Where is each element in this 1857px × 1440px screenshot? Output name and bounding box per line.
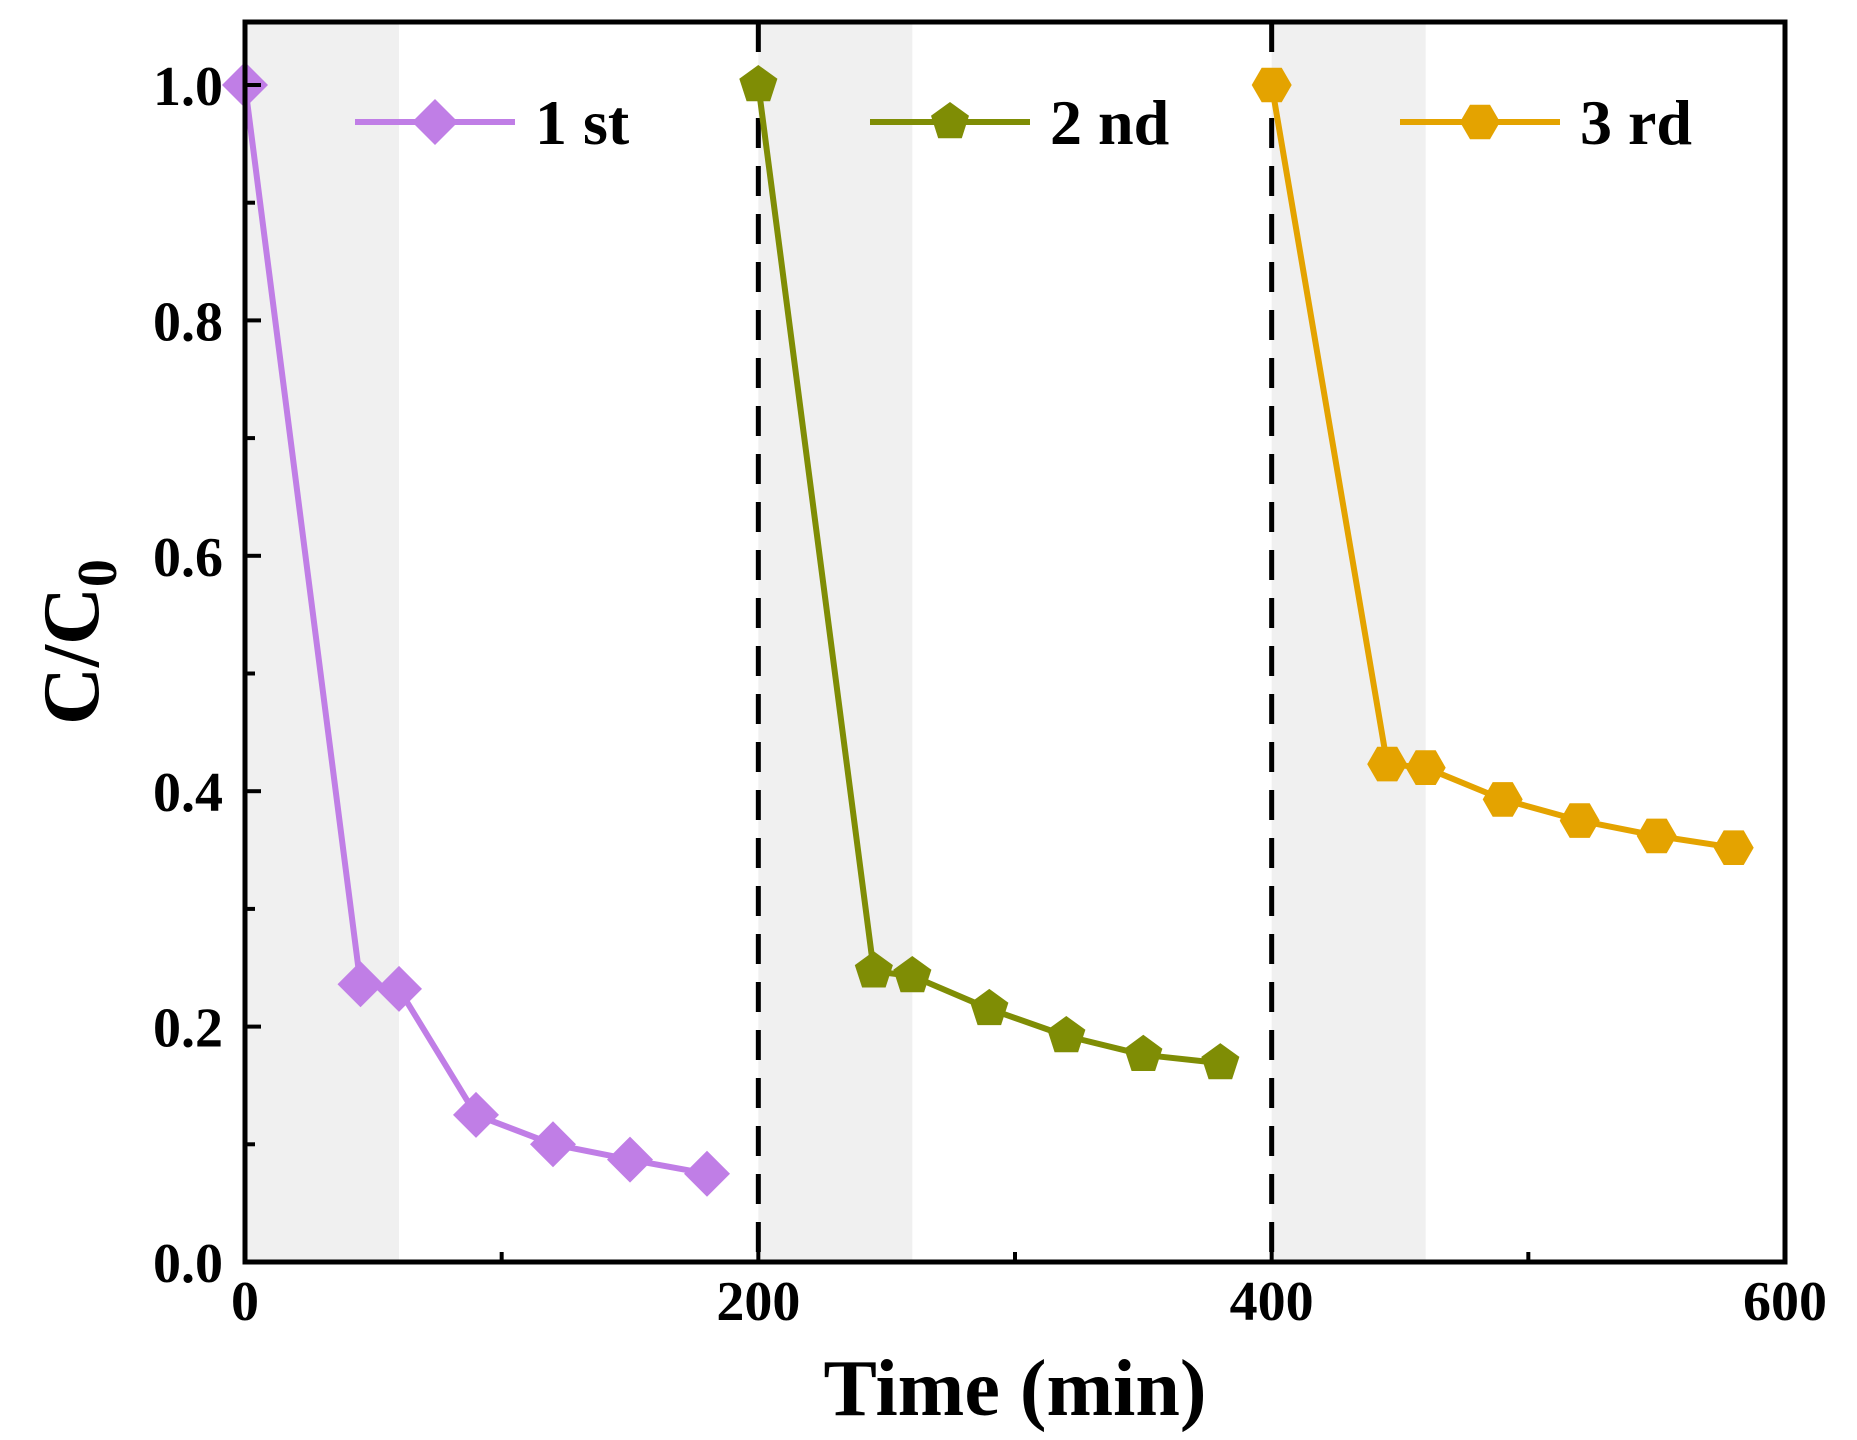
x-tick-label: 200 bbox=[716, 1271, 800, 1333]
series-2-point bbox=[739, 65, 778, 102]
x-tick-label: 400 bbox=[1230, 1271, 1314, 1333]
series-1-point bbox=[607, 1136, 653, 1183]
y-axis-title: C/C0 bbox=[28, 559, 129, 725]
dark-region-2 bbox=[758, 22, 913, 1262]
svg-text:C/C0: C/C0 bbox=[28, 559, 129, 725]
series-3-point bbox=[1251, 67, 1292, 103]
y-axis-title-subscript: 0 bbox=[67, 559, 129, 587]
y-tick-label: 0.2 bbox=[153, 998, 223, 1060]
series-1-point bbox=[337, 961, 384, 1008]
x-axis-title: Time (min) bbox=[824, 1345, 1207, 1433]
series-2-point bbox=[1124, 1034, 1163, 1071]
x-tick-label: 0 bbox=[231, 1271, 259, 1333]
legend-swatch-marker bbox=[1460, 104, 1500, 140]
dark-region-1 bbox=[245, 22, 399, 1262]
series-2-point bbox=[970, 988, 1009, 1026]
series-2-point bbox=[1201, 1043, 1240, 1080]
legend-label: 2 nd bbox=[1050, 87, 1169, 158]
series-3 bbox=[1251, 67, 1754, 865]
legend-swatch-marker bbox=[931, 102, 969, 139]
series-3-point bbox=[1482, 782, 1523, 817]
series-3-point bbox=[1636, 818, 1677, 854]
series-2-point bbox=[893, 956, 932, 993]
legend-label: 3 rd bbox=[1580, 87, 1692, 158]
series-1-point bbox=[453, 1091, 499, 1138]
legend: 1 st 2 nd 3 rd bbox=[355, 87, 1692, 158]
series-3-point bbox=[1559, 803, 1600, 838]
y-tick-label: 1.0 bbox=[153, 56, 223, 118]
legend-label: 1 st bbox=[535, 87, 630, 158]
series-1-point bbox=[376, 965, 422, 1012]
y-tick-label: 0.4 bbox=[153, 762, 223, 824]
legend-item-2: 2 nd bbox=[870, 87, 1169, 158]
cycle-dividers bbox=[755, 22, 1275, 1262]
series-2 bbox=[739, 65, 1240, 1080]
y-axis-title-main: C/C bbox=[28, 587, 116, 725]
legend-swatch-marker bbox=[412, 99, 458, 145]
legend-item-3: 3 rd bbox=[1400, 87, 1692, 158]
y-tick-label: 0.8 bbox=[153, 291, 223, 353]
axis-ticks: 0 200 400 600 0.0 0.2 0.4 0.6 0.8 1.0 bbox=[153, 56, 1827, 1333]
series-2-point bbox=[854, 951, 893, 988]
series-1-point bbox=[530, 1121, 576, 1168]
series-2-point bbox=[1047, 1016, 1086, 1053]
series-1-point bbox=[684, 1150, 730, 1197]
x-tick-label: 600 bbox=[1743, 1271, 1827, 1333]
series-3-point bbox=[1713, 830, 1754, 865]
plot-frame bbox=[242, 19, 1788, 1265]
series-1 bbox=[222, 62, 730, 1197]
series-layer bbox=[222, 62, 1754, 1197]
series-3-point bbox=[1405, 750, 1446, 785]
y-tick-label: 0.0 bbox=[153, 1233, 223, 1295]
y-tick-label: 0.6 bbox=[153, 527, 223, 589]
shaded-regions bbox=[245, 22, 1426, 1262]
legend-item-1: 1 st bbox=[355, 87, 630, 158]
series-3-point bbox=[1367, 746, 1408, 782]
